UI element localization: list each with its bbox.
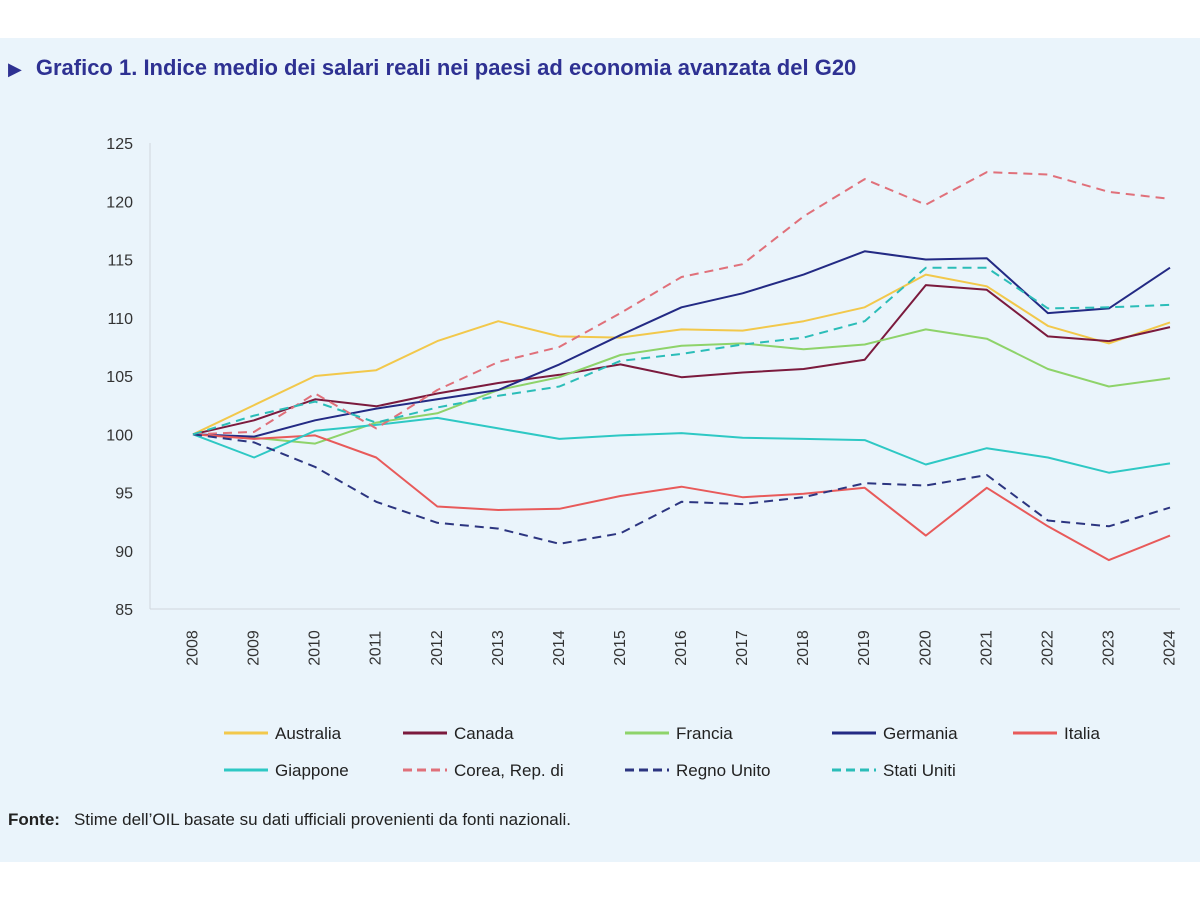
x-tick-label: 2016	[673, 630, 690, 666]
x-tick-label: 2011	[368, 631, 385, 666]
legend-label: Canada	[454, 724, 514, 743]
legend-label: Corea, Rep. di	[454, 761, 564, 780]
series-line-canada	[192, 284, 1171, 436]
source-label: Fonte:	[8, 810, 60, 829]
x-tick-label: 2009	[246, 630, 263, 666]
legend-label: Francia	[676, 724, 733, 743]
x-tick-label: 2018	[795, 630, 812, 666]
legend-item: Germania	[832, 724, 958, 743]
y-tick-label: 115	[107, 253, 133, 270]
legend-item: Italia	[1013, 724, 1100, 743]
series-line-stati-uniti	[192, 266, 1171, 436]
triangle-marker-icon: ▶	[8, 59, 22, 79]
y-tick-label: 100	[106, 427, 133, 444]
x-tick-label: 2014	[551, 630, 568, 666]
x-tick-label: 2015	[612, 630, 629, 666]
x-tick-label: 2021	[978, 630, 995, 666]
legend-item: Giappone	[224, 761, 349, 780]
legend-label: Stati Uniti	[883, 761, 956, 780]
x-tick-label: 2023	[1100, 630, 1117, 666]
series-line-italia	[192, 433, 1171, 562]
chart-axes: 125 120 115 110 105 100 95 90 85 2008 2009 2010 2011…	[106, 136, 1180, 666]
legend-label: Germania	[883, 724, 958, 743]
x-tick-label: 2019	[856, 630, 873, 666]
series-line-regno-unito	[192, 433, 1171, 545]
y-tick-label: 110	[107, 311, 133, 328]
legend-item: Canada	[403, 724, 514, 743]
legend-item: Corea, Rep. di	[403, 761, 564, 780]
series-line-giappone	[192, 416, 1171, 474]
y-tick-label: 90	[115, 544, 133, 561]
x-tick-label: 2008	[185, 630, 202, 666]
legend-item: Australia	[224, 724, 342, 743]
legend-label: Giappone	[275, 761, 349, 780]
series-line-corea-rep-di	[192, 171, 1171, 436]
x-tick-label: 2013	[490, 630, 507, 666]
source-text: Stime dell’OIL basate su dati ufficiali …	[73, 810, 572, 829]
source-note: Fonte: Stime dell’OIL basate su dati uffi…	[8, 810, 571, 830]
legend-item: Stati Uniti	[832, 761, 956, 780]
legend-label: Australia	[275, 724, 342, 743]
series-line-australia	[192, 273, 1171, 436]
y-tick-label: 85	[115, 602, 133, 619]
x-tick-label: 2020	[917, 630, 934, 666]
legend-label: Italia	[1064, 724, 1100, 743]
y-tick-label: 120	[106, 194, 133, 211]
legend-item: Francia	[625, 724, 733, 743]
x-tick-label: 2022	[1039, 630, 1056, 666]
y-tick-label: 125	[106, 136, 133, 153]
x-tick-label: 2024	[1162, 630, 1179, 666]
chart-title-text: Grafico 1. Indice medio dei salari reali…	[35, 55, 857, 80]
series-line-francia	[192, 328, 1171, 445]
series-line-germania	[192, 250, 1171, 438]
x-tick-label: 2010	[307, 630, 324, 666]
legend: Australia Canada Francia Germania Italia Giap…	[224, 724, 1100, 780]
legend-label: Regno Unito	[676, 761, 771, 780]
x-tick-label: 2017	[734, 630, 751, 666]
y-tick-label: 95	[115, 486, 133, 503]
x-tick-label: 2012	[429, 630, 446, 666]
legend-item: Regno Unito	[625, 761, 771, 780]
chart-title: ▶ Grafico 1. Indice medio dei salari real…	[8, 55, 856, 81]
y-tick-label: 105	[106, 369, 133, 386]
series-layer	[192, 171, 1171, 562]
